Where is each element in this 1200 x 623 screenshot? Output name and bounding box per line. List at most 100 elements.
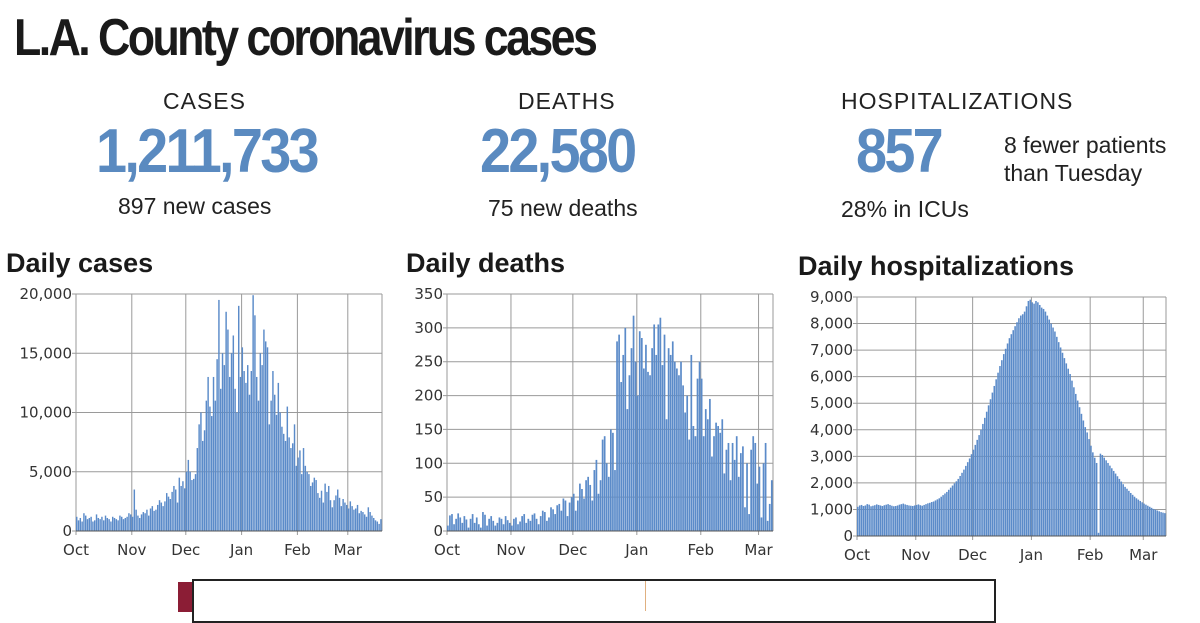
bar <box>1050 323 1052 536</box>
bar <box>704 409 707 531</box>
bar <box>1006 343 1009 536</box>
bar <box>178 477 181 532</box>
bar <box>86 519 89 531</box>
y-tick-label: 20,000 <box>20 285 73 303</box>
bar <box>966 462 969 536</box>
bar <box>564 500 567 531</box>
bar <box>270 400 272 531</box>
bar <box>302 448 305 531</box>
bar <box>669 354 672 531</box>
bar <box>1099 453 1102 536</box>
bar <box>972 449 975 536</box>
bar <box>696 378 699 531</box>
bar <box>1046 315 1049 536</box>
bar <box>539 516 542 531</box>
bar <box>1059 347 1062 536</box>
bar <box>175 489 177 531</box>
bar <box>692 426 695 531</box>
bar <box>1092 452 1094 536</box>
bar <box>525 522 528 531</box>
x-tick-label: Nov <box>901 546 930 564</box>
bar <box>220 388 222 531</box>
bar <box>1063 358 1066 536</box>
hospitalizations-value: 857 <box>856 117 944 186</box>
bar <box>887 504 889 536</box>
y-tick-label: 2,000 <box>810 474 853 492</box>
bar <box>299 450 301 531</box>
bar <box>1035 300 1037 536</box>
y-tick-label: 4,000 <box>810 421 853 439</box>
y-tick-label: 9,000 <box>810 288 853 306</box>
bar <box>517 524 519 531</box>
x-tick-label: Nov <box>496 541 525 559</box>
bar <box>259 353 262 531</box>
bar <box>326 491 328 531</box>
bar <box>595 459 598 531</box>
bar <box>911 505 914 536</box>
bar <box>537 524 540 531</box>
bar <box>498 517 501 531</box>
x-tick-label: Jan <box>624 541 648 559</box>
bar <box>167 496 170 531</box>
bar <box>364 514 366 531</box>
bar <box>484 514 486 531</box>
bar <box>947 489 950 536</box>
bar <box>455 518 457 531</box>
bar <box>504 516 507 531</box>
x-tick-label: Mar <box>744 541 773 559</box>
bar <box>494 525 497 531</box>
bar <box>106 517 109 532</box>
bar <box>618 334 620 531</box>
bar <box>1120 481 1123 536</box>
bar <box>376 521 379 531</box>
bar <box>122 519 125 531</box>
bar <box>142 512 145 531</box>
bar <box>574 510 577 531</box>
bar <box>991 392 994 536</box>
bar <box>331 507 334 531</box>
bar <box>657 324 660 531</box>
bar <box>284 440 287 531</box>
new-deaths-text: 75 new deaths <box>488 195 638 221</box>
bar <box>506 520 509 531</box>
bar <box>283 433 285 531</box>
bar <box>898 504 901 536</box>
bar <box>317 493 319 531</box>
bar <box>256 376 258 531</box>
bar <box>978 435 980 536</box>
bar <box>196 448 199 531</box>
bar <box>727 442 730 531</box>
bar <box>523 514 526 531</box>
bar <box>579 483 581 531</box>
bar <box>891 505 893 536</box>
bar <box>620 382 623 531</box>
bar <box>872 505 874 536</box>
bar <box>893 506 895 536</box>
bar <box>904 504 906 536</box>
bar <box>515 517 517 531</box>
bar <box>101 516 103 531</box>
bar <box>934 500 937 536</box>
bar <box>764 442 767 531</box>
bar <box>465 519 468 531</box>
x-tick-label: Jan <box>1019 546 1043 564</box>
bar <box>115 519 118 531</box>
bar <box>752 436 755 531</box>
bar <box>1012 330 1014 536</box>
bar <box>1160 512 1162 536</box>
bar <box>85 515 87 532</box>
bar <box>900 504 903 536</box>
bar <box>234 388 236 531</box>
bar <box>932 501 935 536</box>
bar <box>1139 500 1142 536</box>
bar <box>225 311 227 531</box>
bar <box>212 376 215 531</box>
bar <box>984 417 986 536</box>
bar <box>124 517 127 532</box>
bar <box>304 465 307 531</box>
bar <box>461 522 464 531</box>
bar <box>1061 352 1064 536</box>
bar <box>587 476 590 531</box>
bar <box>338 497 341 531</box>
bar <box>187 459 190 531</box>
